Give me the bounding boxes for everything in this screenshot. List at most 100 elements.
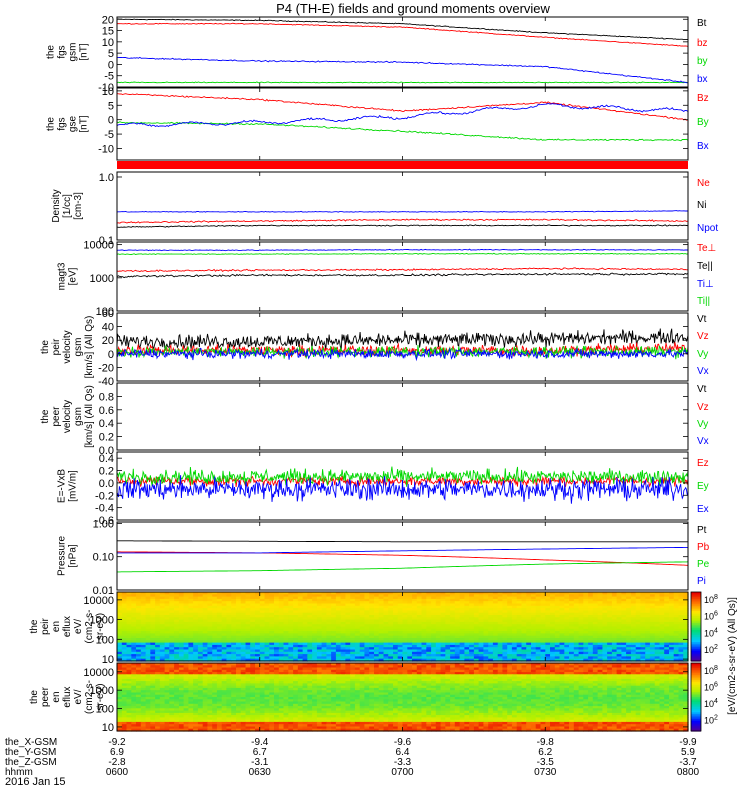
svg-text:[eV]: [eV] (68, 267, 79, 285)
timeaxis-val-3-2: 0700 (391, 767, 414, 778)
svg-text:en: en (51, 621, 62, 632)
legend-efield-0: Ez (697, 458, 709, 469)
ytick-fgs_gse-3: -5 (104, 129, 114, 141)
colorbar-label: [eV/(cm2-s-sr-eV) (All Qs)] (727, 597, 738, 715)
series-pressure-0 (117, 541, 688, 542)
date-label: 2016 Jan 15 (5, 776, 66, 788)
ytick-efield-3: -0.2 (95, 490, 114, 502)
ytick-fgs_gse-2: 0 (108, 115, 114, 127)
timeaxis-val-3-3: 0730 (534, 767, 557, 778)
ytick-peir_velocity-3: 0 (108, 349, 114, 361)
ylabel-density: Density[1/cc][cm-3] (51, 189, 84, 222)
ytick-fgs_gsm-3: 5 (108, 48, 114, 60)
svg-text:fgs: fgs (57, 45, 68, 58)
svg-text:[nPa]: [nPa] (68, 544, 79, 568)
svg-text:[mV/m]: [mV/m] (68, 470, 79, 502)
svg-text:fgs: fgs (57, 117, 68, 130)
colorbar-tick-peer_en_eflux-3: 102 (704, 714, 718, 725)
series-magt3-2 (117, 249, 688, 251)
series-fgs_gse-2 (117, 104, 688, 127)
legend-peer_velocity-0: Vt (697, 384, 707, 395)
ytick-fgs_gse-0: 10 (102, 86, 114, 98)
svg-text:the: the (40, 340, 51, 354)
legend-magt3-0: Te⊥ (697, 243, 716, 254)
ytick-fgs_gsm-4: 0 (108, 59, 114, 71)
legend-peir_velocity-2: Vy (697, 349, 708, 360)
separator-bar (117, 161, 688, 169)
series-pressure-2 (117, 562, 688, 572)
ytick-fgs_gse-1: 5 (108, 100, 114, 112)
legend-magt3-1: Te|| (697, 261, 713, 272)
ytick-efield-2: 0.0 (99, 478, 114, 490)
colorbar-tick-peir_en_eflux-3: 102 (704, 644, 718, 655)
legend-magt3-2: Ti⊥ (697, 279, 714, 290)
colorbar-tick-peer_en_eflux-2: 104 (704, 698, 718, 709)
svg-text:eV/: eV/ (73, 619, 84, 634)
ytick-efield-4: -0.4 (95, 503, 114, 515)
legend-fgs_gse-2: Bx (697, 141, 709, 152)
ytick-peir_velocity-0: 60 (102, 308, 114, 320)
svg-text:velocity: velocity (62, 330, 73, 363)
svg-text:[nT]: [nT] (79, 115, 90, 132)
svg-text:E=-VxB: E=-VxB (57, 469, 68, 504)
ytick-fgs_gsm-2: 10 (102, 37, 114, 49)
series-density-2 (117, 211, 688, 213)
series-fgs_gsm-2 (117, 82, 688, 83)
series-magt3-3 (117, 253, 688, 254)
ytick-peer_velocity-0: 0.8 (99, 391, 114, 403)
svg-text:[1/cc]: [1/cc] (62, 194, 73, 218)
frame-magt3 (117, 242, 688, 311)
svg-text:sr-eV): sr-eV) (95, 613, 106, 640)
heatmap-peir_en_eflux (117, 592, 689, 662)
ytick-peer_en_eflux-3: 10 (102, 722, 114, 734)
ytick-peir_velocity-5: -40 (98, 376, 114, 388)
ytick-peer_velocity-2: 0.4 (99, 418, 114, 430)
series-fgs_gsm-3 (117, 57, 688, 83)
svg-text:gsm: gsm (68, 43, 79, 62)
series-fgs_gse-1 (117, 122, 688, 141)
svg-text:velocity: velocity (62, 400, 73, 433)
svg-text:eflux: eflux (62, 616, 73, 637)
timeaxis-val-3-1: 0630 (249, 767, 272, 778)
ytick-peir_velocity-1: 40 (102, 322, 114, 334)
series-magt3-0 (117, 268, 688, 272)
svg-text:peir: peir (51, 338, 62, 355)
colorbar-tick-peir_en_eflux-2: 104 (704, 627, 718, 638)
ylabel-pressure: Pressure[nPa] (57, 536, 79, 576)
series-fgs_gsm-0 (117, 19, 688, 40)
frame-density (117, 172, 688, 240)
legend-peir_velocity-1: Vz (697, 331, 709, 342)
legend-fgs_gsm-1: bz (697, 38, 708, 49)
series-fgs_gsm-1 (117, 23, 688, 46)
frame-peir_velocity (117, 313, 688, 381)
ylabel-magt3: magt3[eV] (57, 262, 79, 290)
svg-text:[km/s] (All Qs): [km/s] (All Qs) (84, 316, 95, 379)
ytick-magt3-1: 1000 (90, 273, 114, 285)
ytick-fgs_gsm-0: 20 (102, 14, 114, 26)
series-density-0 (117, 219, 688, 223)
legend-fgs_gsm-2: by (697, 56, 708, 67)
legend-pressure-1: Pb (697, 542, 710, 553)
timeaxis-val-3-0: 0600 (106, 767, 129, 778)
legend-efield-2: Ex (697, 504, 709, 515)
series-peir_velocity-0 (117, 329, 688, 351)
series-magt3-1 (117, 273, 688, 278)
legend-peir_velocity-3: Vx (697, 366, 709, 377)
legend-peer_velocity-1: Vz (697, 402, 709, 413)
svg-text:gsm: gsm (73, 338, 84, 357)
ytick-peir_en_eflux-0: 10000 (83, 595, 114, 607)
colorbar-tick-peir_en_eflux-0: 108 (704, 594, 718, 605)
legend-pressure-2: Pe (697, 559, 710, 570)
